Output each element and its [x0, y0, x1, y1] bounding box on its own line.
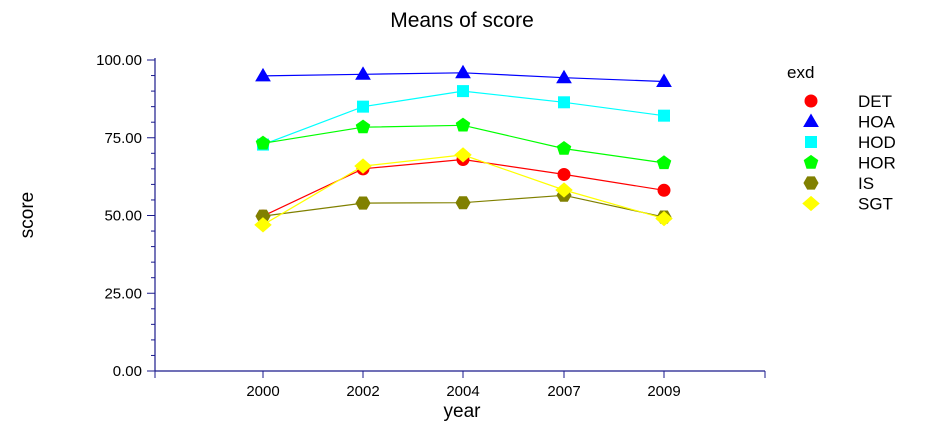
legend-label: SGT [858, 195, 893, 214]
legend-item-hod: HOD [805, 133, 896, 152]
series-sgt [254, 147, 673, 233]
axes: 0.00 25.00 50.00 75.00 100.00 2000 2002 2004 200… [96, 52, 766, 400]
y-axis-label: score [17, 192, 38, 238]
legend-item-det: DET [804, 92, 892, 111]
x-tick-label: 2000 [246, 383, 279, 400]
y-tick-label: 25.00 [104, 285, 142, 302]
data-point-is [355, 196, 371, 210]
legend-label: IS [858, 174, 874, 193]
data-point-hod [457, 85, 469, 98]
series-layer [254, 64, 673, 233]
data-point-sgt [354, 158, 372, 174]
legend-marker-is [803, 176, 819, 190]
chart-title: Means of score [390, 9, 534, 32]
y-tick-label: 100.00 [96, 52, 142, 69]
data-point-hoa [455, 64, 471, 79]
legend-marker-hod [805, 136, 817, 148]
data-point-det [557, 167, 571, 181]
y-tick-label: 75.00 [104, 130, 142, 147]
series-hor [255, 117, 672, 170]
data-point-hoa [656, 73, 672, 87]
x-axis-label: year [444, 401, 482, 421]
legend-label: HOD [858, 133, 896, 152]
data-point-hor [255, 135, 271, 150]
data-point-hoa [556, 69, 572, 84]
data-point-hor [455, 117, 471, 132]
y-tick-label: 0.00 [113, 363, 142, 380]
legend-label: HOR [858, 154, 896, 173]
legend-item-hor: HOR [803, 154, 896, 173]
legend-marker-hor [803, 154, 819, 169]
data-point-hoa [355, 66, 371, 80]
series-hoa [255, 64, 672, 87]
legend-marker-det [804, 94, 818, 108]
x-tick-label: 2004 [446, 383, 479, 400]
series-hod [257, 85, 670, 151]
legend-label: HOA [858, 113, 896, 132]
x-tick-label: 2002 [346, 383, 379, 400]
data-point-sgt [555, 182, 573, 198]
data-point-sgt [454, 147, 472, 163]
legend-item-is: IS [803, 174, 874, 193]
legend-item-hoa: HOA [803, 113, 896, 132]
data-point-hoa [255, 67, 271, 82]
data-point-hod [357, 100, 369, 113]
x-tick-label: 2009 [647, 383, 680, 400]
series-line-hod [262, 90, 665, 146]
y-tick-label: 50.00 [104, 208, 142, 225]
data-point-is [455, 196, 471, 210]
data-point-hod [558, 96, 570, 109]
data-point-hor [556, 140, 572, 155]
legend-label: DET [858, 92, 892, 111]
series-is [255, 188, 672, 224]
legend-marker-hoa [803, 113, 819, 127]
series-det [256, 153, 671, 223]
data-point-sgt [655, 210, 673, 227]
data-point-hor [656, 155, 672, 170]
data-point-sgt [254, 217, 272, 233]
data-point-det [657, 183, 671, 197]
data-point-hod [658, 109, 670, 122]
data-point-hor [355, 119, 371, 134]
legend-item-sgt: SGT [802, 195, 893, 214]
legend-marker-sgt [802, 195, 820, 212]
x-tick-label: 2007 [547, 383, 580, 400]
legend-title: exd [787, 63, 814, 82]
